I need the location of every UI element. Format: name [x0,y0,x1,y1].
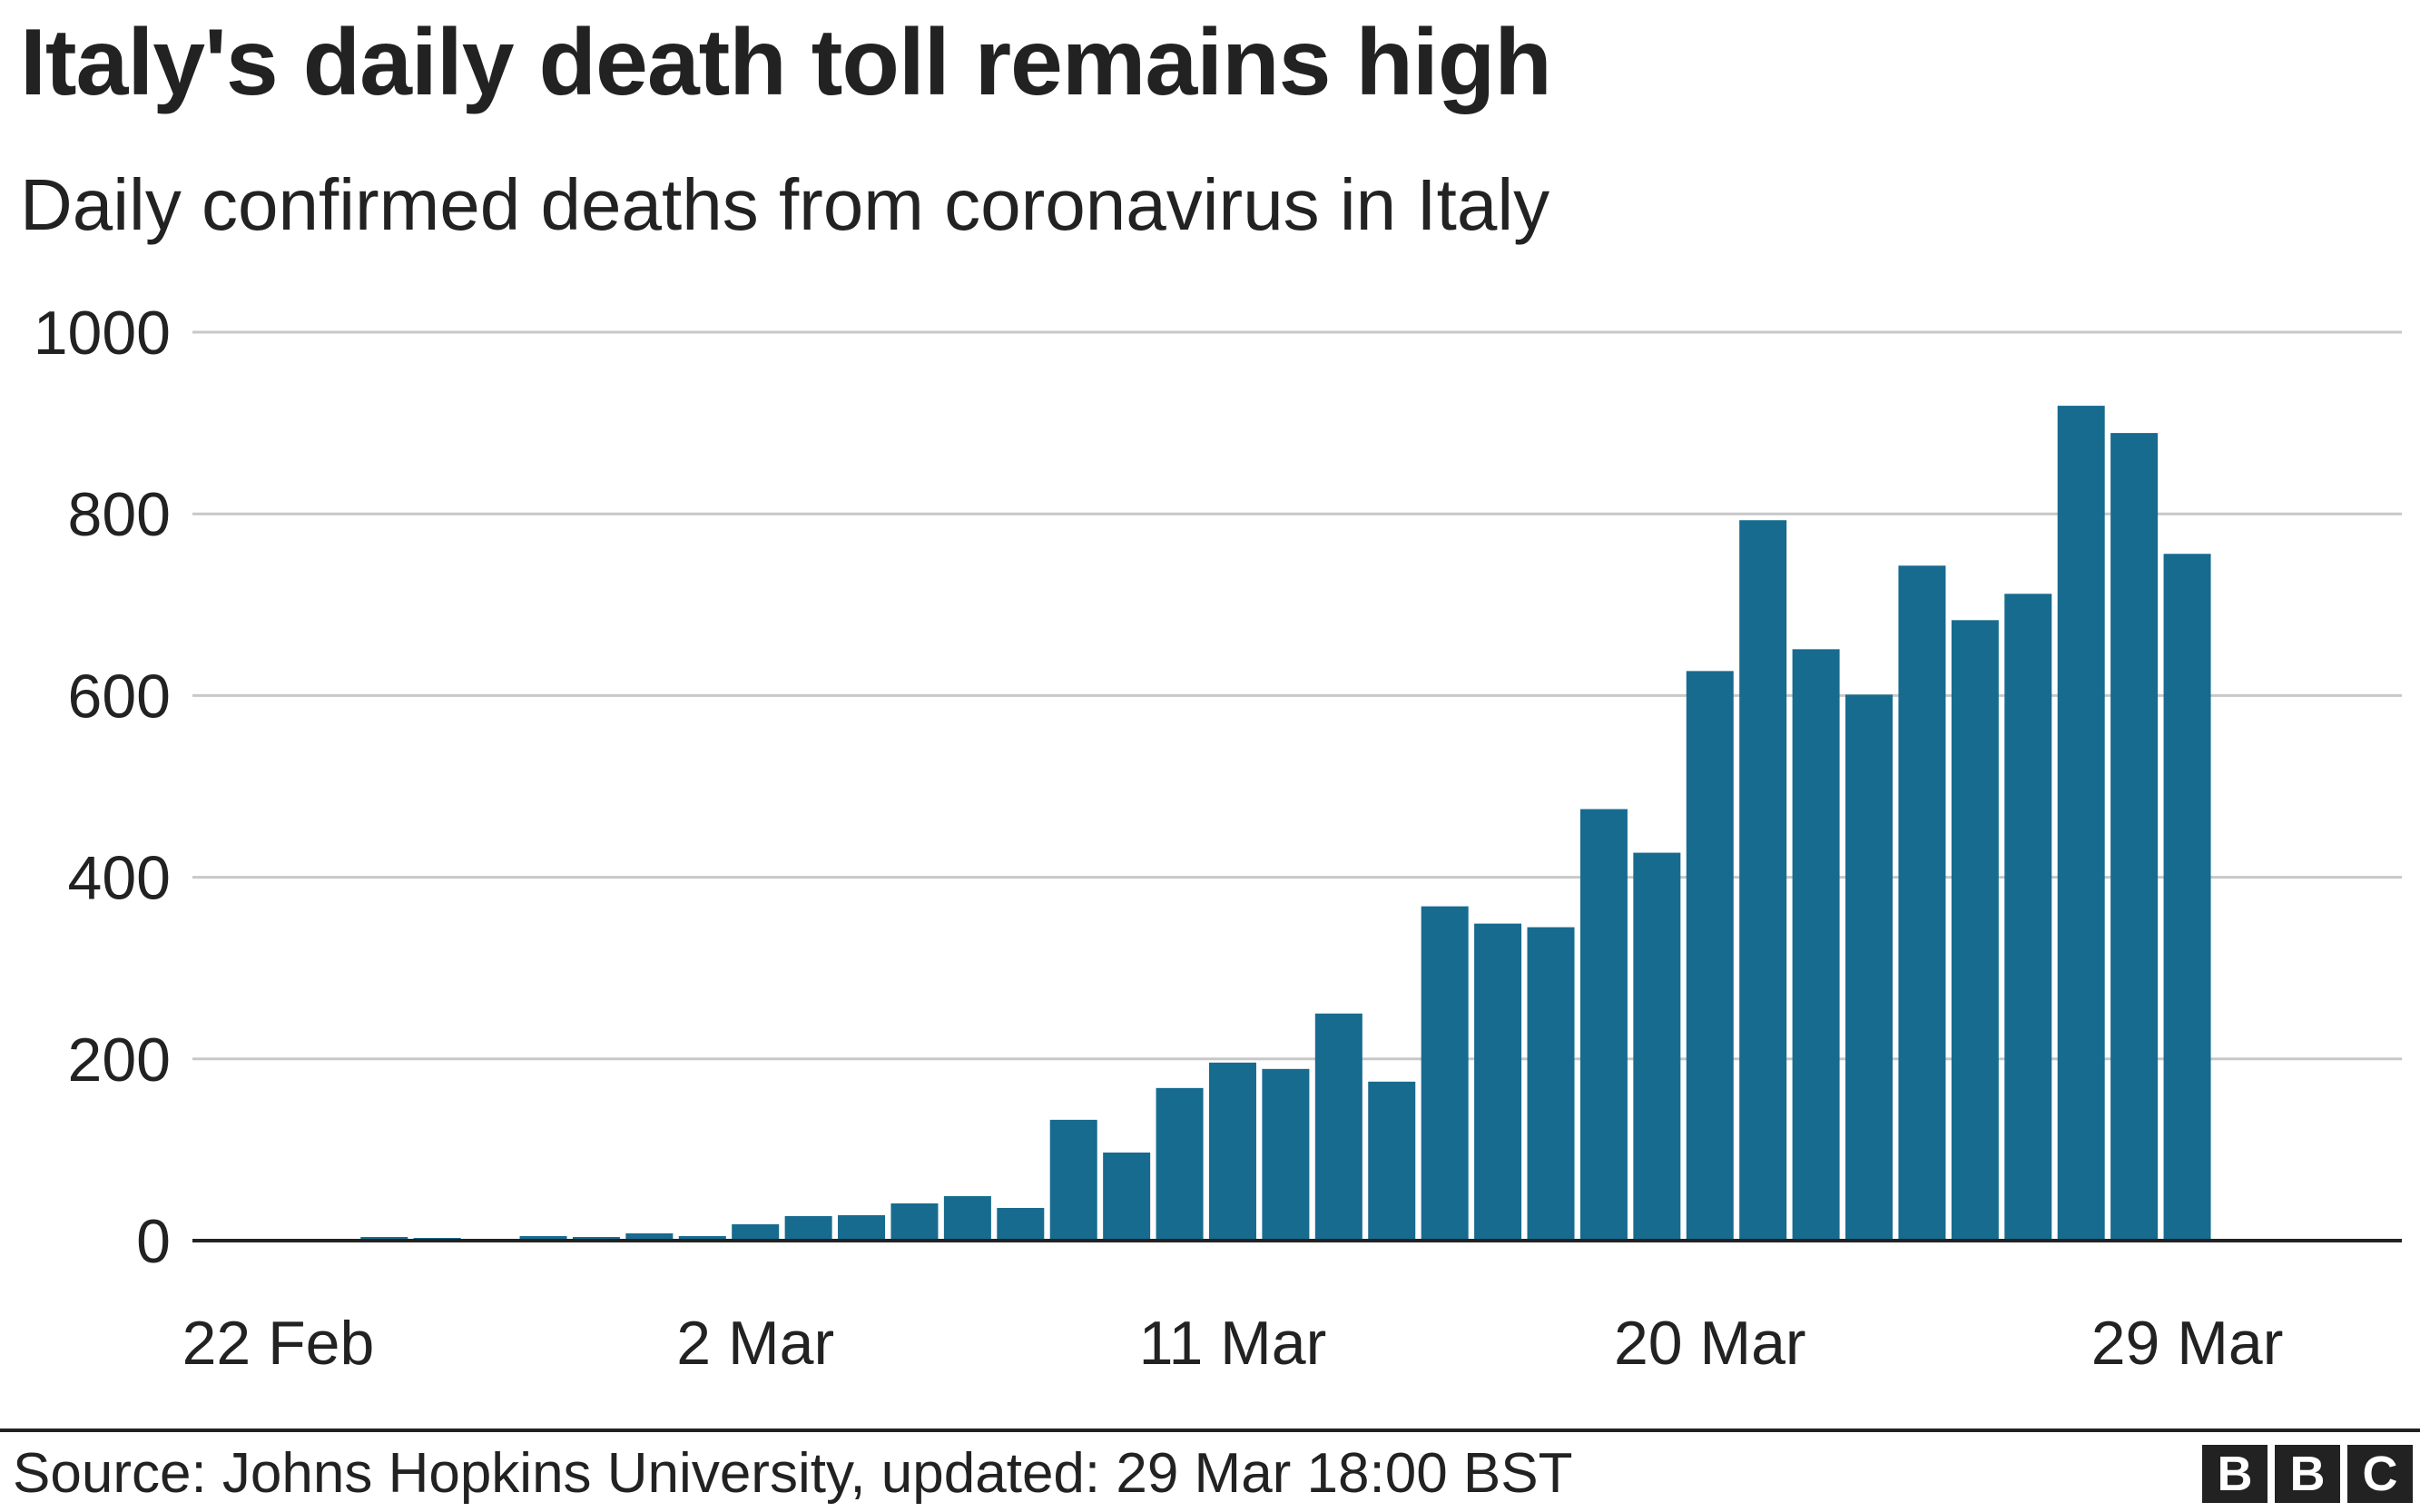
bar [2057,406,2105,1241]
x-axis-tick-labels: 22 Feb 2 Mar 11 Mar 20 Mar 29 Mar [182,1309,2284,1378]
bar [1739,520,1787,1241]
bar [838,1214,886,1241]
x-tick-label: 29 Mar [2091,1309,2284,1378]
bar [1898,565,1946,1241]
chart-title: Italy's daily death toll remains high [20,10,1552,115]
y-tick-label: 600 [68,662,171,731]
source-note: Source: Johns Hopkins University, update… [13,1442,1573,1505]
bar [1208,1062,1256,1241]
y-tick-label: 800 [68,480,171,549]
bar [678,1235,726,1241]
y-tick-label: 1000 [34,299,171,368]
bar [1792,649,1840,1241]
chart-subtitle: Daily confirmed deaths from coronavirus … [20,164,1550,245]
bar [732,1223,780,1241]
x-tick-label: 2 Mar [676,1309,834,1378]
bar [1262,1068,1310,1241]
bar [1686,671,1734,1241]
bar [997,1207,1045,1241]
y-tick-label: 400 [68,844,171,913]
bar [784,1215,832,1241]
bar [2110,433,2159,1242]
bar [890,1203,939,1241]
bar [572,1236,620,1241]
bar [360,1236,408,1241]
bar [1579,809,1628,1241]
bar [2004,594,2052,1241]
bar [1633,852,1681,1241]
y-tick-label: 0 [136,1207,171,1276]
bar [1474,923,1522,1241]
bar [1314,1013,1362,1241]
bbc-logo-letter: B [2275,1445,2340,1503]
bbc-logo-letter: B [2202,1445,2268,1503]
x-tick-label: 20 Mar [1614,1309,1806,1378]
y-axis-tick-labels: 0 200 400 600 800 1000 [34,299,171,1276]
bar [1527,927,1575,1241]
bbc-logo: B B C [2202,1445,2413,1503]
bar [1421,906,1469,1241]
bar [519,1235,567,1241]
y-tick-label: 200 [68,1026,171,1095]
bar [1156,1087,1204,1241]
footer-divider [0,1429,2420,1432]
bar [625,1232,674,1241]
bar [2163,554,2211,1241]
bar [1845,694,1894,1241]
bar [1951,620,1999,1241]
bar-chart: 0 200 400 600 800 1000 22 Feb 2 Mar 11 Mar 20 Ma… [34,299,2402,1378]
bar [943,1195,991,1241]
x-tick-label: 11 Mar [1139,1309,1327,1378]
bbc-logo-letter: C [2347,1445,2413,1503]
bar [1368,1081,1416,1241]
bars [202,406,2211,1242]
bar [1049,1119,1097,1241]
bar [1103,1152,1151,1241]
x-tick-label: 22 Feb [182,1309,375,1378]
